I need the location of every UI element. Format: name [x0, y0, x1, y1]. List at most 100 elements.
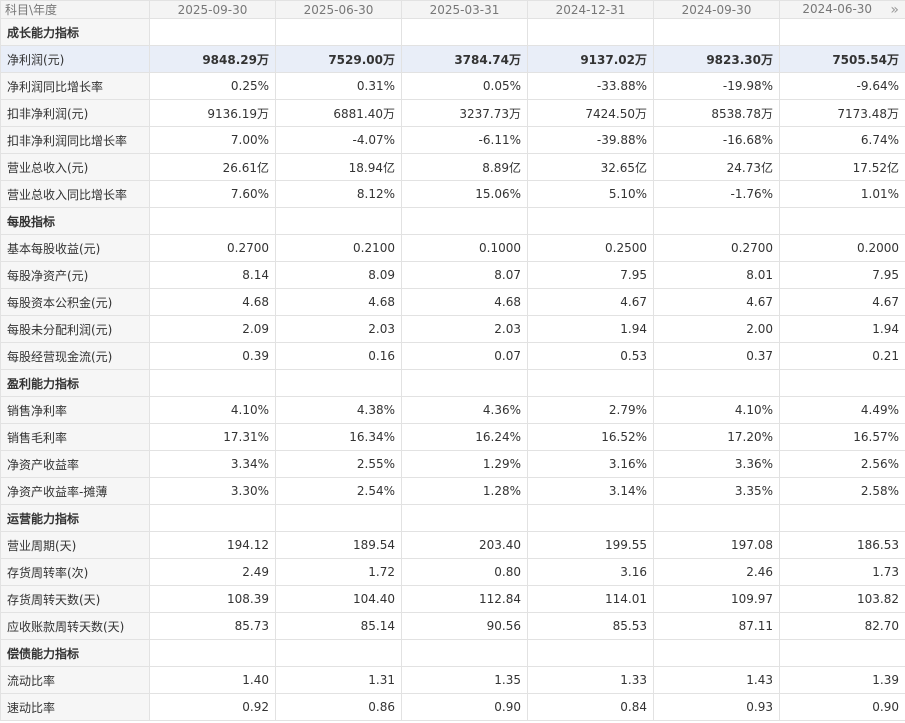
value-cell: 8538.78万 — [653, 99, 780, 127]
value-cell: 194.12 — [149, 531, 276, 559]
value-cell: 7424.50万 — [527, 99, 654, 127]
table-row: 每股未分配利润(元) 2.09 2.03 2.03 1.94 2.00 1.94 — [0, 315, 905, 343]
value-cell: 0.80 — [401, 558, 528, 586]
next-page-icon[interactable]: » — [890, 1, 899, 18]
period-header[interactable]: 2024-12-31 — [527, 0, 654, 19]
value-cell: -6.11% — [401, 126, 528, 154]
empty-cell — [149, 639, 276, 667]
value-cell: 4.67 — [779, 288, 905, 316]
empty-cell — [401, 639, 528, 667]
value-cell: -9.64% — [779, 72, 905, 100]
value-cell: 114.01 — [527, 585, 654, 613]
row-label: 净资产收益率-摊薄 — [0, 477, 150, 505]
value-cell: 2.03 — [401, 315, 528, 343]
value-cell: 1.35 — [401, 666, 528, 694]
table-row: 净利润(元) 9848.29万 7529.00万 3784.74万 9137.02万 98… — [0, 45, 905, 73]
empty-cell — [401, 207, 528, 235]
value-cell: 109.97 — [653, 585, 780, 613]
row-label: 扣非净利润同比增长率 — [0, 126, 150, 154]
value-cell: 186.53 — [779, 531, 905, 559]
value-cell: 7.60% — [149, 180, 276, 208]
value-cell: 0.2500 — [527, 234, 654, 262]
value-cell: 3.34% — [149, 450, 276, 478]
value-cell: 26.61亿 — [149, 153, 276, 181]
value-cell: 3.35% — [653, 477, 780, 505]
table-body: 成长能力指标 净利润(元) 9848.29万 7529.00万 3784.74万 9137… — [0, 18, 905, 721]
value-cell: 2.49 — [149, 558, 276, 586]
table-row: 流动比率 1.40 1.31 1.35 1.33 1.43 1.39 — [0, 666, 905, 694]
empty-cell — [779, 504, 905, 532]
section-title: 偿债能力指标 — [0, 639, 150, 667]
table-row: 每股净资产(元) 8.14 8.09 8.07 7.95 8.01 7.95 — [0, 261, 905, 289]
value-cell: 199.55 — [527, 531, 654, 559]
value-cell: 6881.40万 — [275, 99, 402, 127]
period-header[interactable]: 2025-03-31 — [401, 0, 528, 19]
value-cell: 4.67 — [653, 288, 780, 316]
table-row: 速动比率 0.92 0.86 0.90 0.84 0.93 0.90 — [0, 693, 905, 721]
value-cell: 7.00% — [149, 126, 276, 154]
value-cell: 0.25% — [149, 72, 276, 100]
value-cell: 0.16 — [275, 342, 402, 370]
period-header[interactable]: 2024-09-30 — [653, 0, 780, 19]
value-cell: 16.34% — [275, 423, 402, 451]
value-cell: 3237.73万 — [401, 99, 528, 127]
value-cell: 87.11 — [653, 612, 780, 640]
value-cell: 0.84 — [527, 693, 654, 721]
empty-cell — [779, 639, 905, 667]
value-cell: 3.16% — [527, 450, 654, 478]
row-label: 净资产收益率 — [0, 450, 150, 478]
corner-header: 科目\年度 — [0, 0, 150, 19]
row-label: 基本每股收益(元) — [0, 234, 150, 262]
value-cell: 1.43 — [653, 666, 780, 694]
period-header[interactable]: 2025-06-30 — [275, 0, 402, 19]
table-row: 营业总收入(元) 26.61亿 18.94亿 8.89亿 32.65亿 24.73亿 17.… — [0, 153, 905, 181]
section-title: 每股指标 — [0, 207, 150, 235]
table-row: 每股资本公积金(元) 4.68 4.68 4.68 4.67 4.67 4.67 — [0, 288, 905, 316]
value-cell: 17.20% — [653, 423, 780, 451]
value-cell: 8.01 — [653, 261, 780, 289]
empty-cell — [275, 369, 402, 397]
row-label: 流动比率 — [0, 666, 150, 694]
value-cell: 85.53 — [527, 612, 654, 640]
table-row: 存货周转天数(天) 108.39 104.40 112.84 114.01 109.97 1… — [0, 585, 905, 613]
empty-cell — [779, 207, 905, 235]
value-cell: 3.14% — [527, 477, 654, 505]
row-label: 销售毛利率 — [0, 423, 150, 451]
empty-cell — [149, 18, 276, 46]
value-cell: 2.46 — [653, 558, 780, 586]
row-label: 净利润同比增长率 — [0, 72, 150, 100]
row-label: 营业总收入同比增长率 — [0, 180, 150, 208]
value-cell: 3.16 — [527, 558, 654, 586]
row-label: 每股资本公积金(元) — [0, 288, 150, 316]
value-cell: 1.39 — [779, 666, 905, 694]
value-cell: 1.72 — [275, 558, 402, 586]
period-header-label: 2024-06-30 — [802, 1, 873, 16]
value-cell: 16.52% — [527, 423, 654, 451]
value-cell: 0.05% — [401, 72, 528, 100]
value-cell: 17.31% — [149, 423, 276, 451]
empty-cell — [527, 504, 654, 532]
value-cell: 103.82 — [779, 585, 905, 613]
period-header-last[interactable]: 2024-06-30 » — [779, 0, 905, 19]
value-cell: 4.10% — [653, 396, 780, 424]
value-cell: 0.90 — [779, 693, 905, 721]
row-label: 每股未分配利润(元) — [0, 315, 150, 343]
period-header[interactable]: 2025-09-30 — [149, 0, 276, 19]
value-cell: 3784.74万 — [401, 45, 528, 73]
table-row: 扣非净利润同比增长率 7.00% -4.07% -6.11% -39.88% -16.68… — [0, 126, 905, 154]
value-cell: 7529.00万 — [275, 45, 402, 73]
table-row: 净利润同比增长率 0.25% 0.31% 0.05% -33.88% -19.98% -9.… — [0, 72, 905, 100]
value-cell: 9823.30万 — [653, 45, 780, 73]
table-row: 存货周转率(次) 2.49 1.72 0.80 3.16 2.46 1.73 — [0, 558, 905, 586]
value-cell: 4.68 — [401, 288, 528, 316]
empty-cell — [275, 207, 402, 235]
value-cell: 1.94 — [779, 315, 905, 343]
section-title: 盈利能力指标 — [0, 369, 150, 397]
row-label: 速动比率 — [0, 693, 150, 721]
table-row: 扣非净利润(元) 9136.19万 6881.40万 3237.73万 7424.50万… — [0, 99, 905, 127]
value-cell: 4.38% — [275, 396, 402, 424]
table-row: 应收账款周转天数(天) 85.73 85.14 90.56 85.53 87.11 82.7… — [0, 612, 905, 640]
value-cell: 197.08 — [653, 531, 780, 559]
value-cell: -39.88% — [527, 126, 654, 154]
